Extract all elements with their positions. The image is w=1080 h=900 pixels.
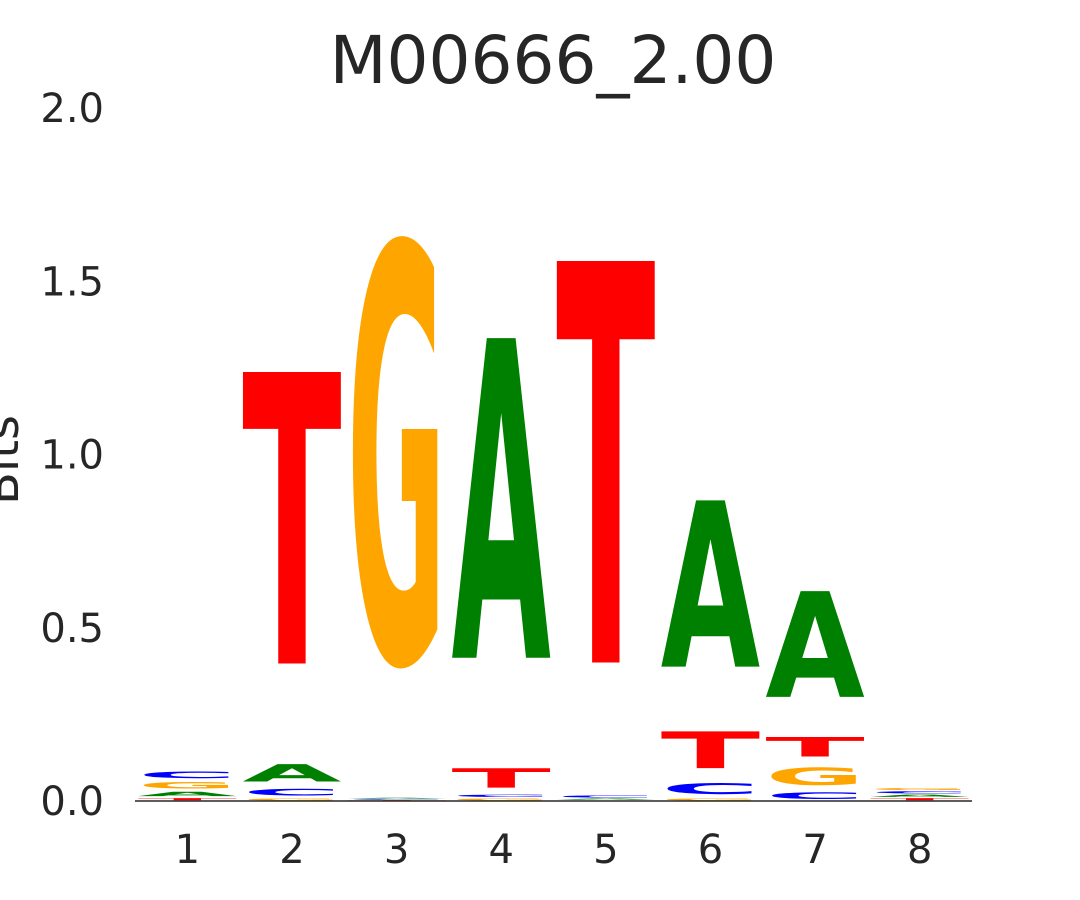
logo-letter-g: G [452, 798, 551, 801]
logo-letter-g: G [870, 787, 969, 790]
y-tick-label: 0.5 [40, 606, 104, 652]
logo-letter-t: T [870, 798, 969, 801]
x-tick-label: 7 [802, 827, 827, 873]
logo-letter-a: A [138, 791, 237, 798]
logo-letter-c: C [347, 799, 446, 800]
logo-letter-g: G [347, 132, 446, 796]
y-tick-label: 1.5 [40, 259, 104, 305]
y-tick-label: 2.0 [40, 86, 104, 132]
logo-letter-t: T [451, 763, 550, 794]
logo-letter-c: C [765, 791, 864, 801]
logo-letter-g: G [765, 763, 864, 791]
logo-letter-t: T [661, 721, 760, 780]
logo-letter-t: T [138, 798, 237, 801]
logo-letter-g: G [242, 798, 341, 801]
logo-letter-c: C [242, 787, 341, 797]
logo-letter-c: C [138, 770, 237, 780]
logo-letter-t: T [556, 153, 656, 794]
y-axis-ticks: 0.0 0.5 1.0 1.5 2.0 [40, 86, 104, 825]
logo-letter-a: A [765, 563, 864, 731]
logo-letter-c: C [661, 780, 760, 797]
logo-letter-t: T [242, 293, 342, 758]
y-axis-label: Bits [0, 415, 30, 505]
logo-letter-c: C [556, 795, 655, 798]
logo-stacks: TAGCGCATTCAGGCTAGACTGCTACGTATACG [138, 132, 970, 801]
x-tick-label: 3 [384, 827, 409, 873]
x-tick-label: 4 [488, 827, 513, 873]
logo-letter-g: G [661, 798, 760, 801]
logo-letter-g: G [138, 780, 237, 790]
x-tick-label: 5 [593, 827, 618, 873]
x-tick-label: 1 [175, 827, 200, 873]
logo-letter-c: C [452, 794, 551, 797]
logo-letter-c: C [870, 791, 969, 794]
logo-letter-a: A [870, 794, 969, 797]
x-tick-label: 8 [907, 827, 932, 873]
y-tick-label: 0.0 [40, 779, 104, 825]
x-tick-label: 6 [698, 827, 723, 873]
logo-letter-t: T [765, 732, 864, 763]
logo-letter-a: A [661, 455, 760, 721]
chart-title: M00666_2.00 [330, 22, 777, 99]
y-tick-label: 1.0 [40, 433, 104, 479]
logo-letter-a: A [451, 252, 551, 762]
x-axis-ticks: 1 2 3 4 5 6 7 8 [175, 827, 933, 873]
x-tick-label: 2 [279, 827, 304, 873]
logo-letter-a: A [556, 798, 655, 800]
logo-letter-a: A [347, 798, 446, 799]
logo-letter-a: A [242, 759, 341, 787]
